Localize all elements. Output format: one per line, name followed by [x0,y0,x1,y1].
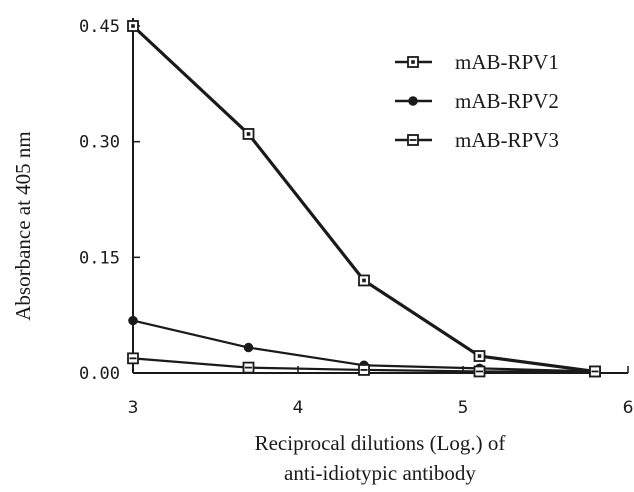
data-point-center [411,60,415,64]
y-ticks: 0.00 0.15 0.30 0.45 [79,17,140,384]
x-tick-label: 5 [458,398,469,418]
y-tick-label: 0.15 [79,248,120,268]
data-point [243,342,254,353]
x-axis-title-line-2: anti-idiotypic antibody [284,461,476,485]
x-tick-label: 4 [293,398,304,418]
x-tick-label: 6 [623,398,634,418]
x-axis-title-line-1: Reciprocal dilutions (Log.) of [255,431,506,455]
data-point-center [246,132,251,136]
series-layer [127,20,601,378]
y-tick-label: 0.30 [79,133,120,153]
data-point-center [362,278,366,283]
x-tick-label: 3 [128,398,139,418]
data-point [408,96,418,106]
legend-label: mAB-RPV1 [455,50,559,74]
data-point-center [131,24,135,28]
y-tick-label: 0.00 [79,364,120,384]
series-line [131,24,596,374]
legend: mAB-RPV1 mAB-RPV2 mAB-RPV3 [395,50,559,152]
axes [132,18,628,374]
legend-label: mAB-RPV3 [455,128,559,152]
series-1 [127,20,601,378]
y-tick-label: 0.45 [79,17,120,37]
data-point-center [477,354,482,358]
data-point [128,315,138,326]
legend-label: mAB-RPV2 [455,89,559,113]
y-axis-title: Absorbance at 405 nm [11,131,35,321]
series-3 [127,352,601,378]
